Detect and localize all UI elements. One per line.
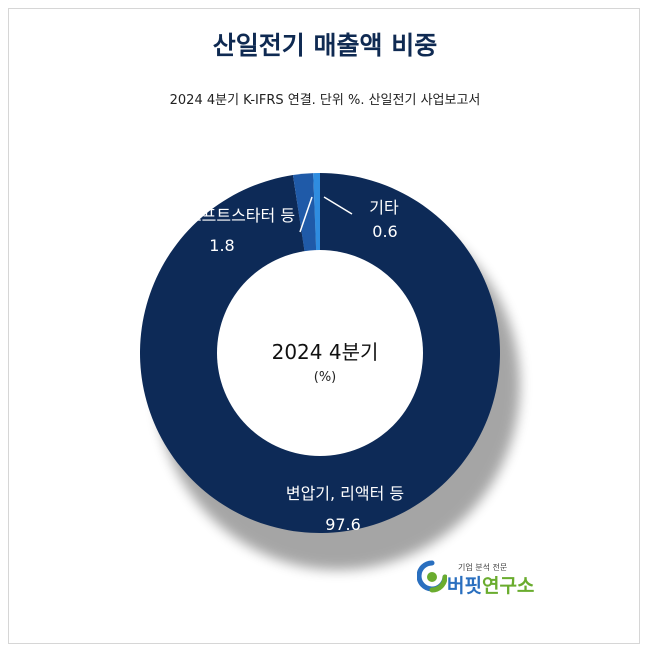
- slice-label-softstarter: 소프트스타터 등: [187, 206, 295, 225]
- logo-wordmark-blue: 버핏: [447, 575, 482, 597]
- leader-line-softstarter: [299, 196, 313, 233]
- slice-label-other: 기타: [369, 198, 399, 217]
- slice-value-other: 0.6: [372, 222, 397, 241]
- logo-tagline: 기업 분석 전문: [458, 563, 508, 572]
- center-label: 2024 4분기: [272, 340, 379, 364]
- chart-subtitle: 2024 4분기 K-IFRS 연결. 단위 %. 산일전기 사업보고서: [169, 93, 481, 108]
- slice-value-softstarter: 1.8: [209, 236, 234, 255]
- center-unit: (%): [314, 370, 337, 385]
- leader-line-other: [323, 196, 353, 215]
- logo-icon: [417, 560, 447, 593]
- logo-wordmark-green: 연구소: [481, 575, 535, 597]
- slice-label-transformer: 변압기, 리액터 등: [286, 484, 404, 503]
- logo-wordmark: 버핏연구소: [447, 571, 534, 598]
- chart-title: 산일전기 매출액 비중: [212, 31, 438, 60]
- donut-hole: [217, 250, 423, 456]
- slice-value-transformer: 97.6: [325, 515, 361, 534]
